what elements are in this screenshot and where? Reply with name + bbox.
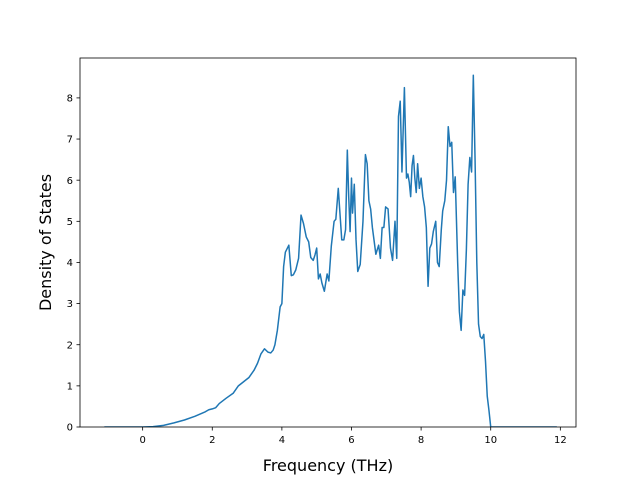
- x-tick-label: 2: [209, 435, 215, 446]
- y-tick-label: 4: [67, 258, 73, 269]
- x-axis-label: Frequency (THz): [263, 456, 393, 475]
- x-tick-label: 10: [484, 435, 497, 446]
- x-tick-label: 4: [279, 435, 285, 446]
- y-axis-ticks: 0 1 2 3 4 5 6 7 8: [67, 94, 80, 434]
- y-tick-label: 3: [67, 299, 73, 310]
- y-tick-label: 1: [67, 381, 73, 392]
- y-tick-label: 2: [67, 340, 73, 351]
- y-tick-label: 7: [67, 135, 73, 146]
- x-tick-label: 12: [554, 435, 567, 446]
- dos-series-line-0: [104, 74, 557, 427]
- y-tick-label: 8: [67, 94, 73, 105]
- x-tick-label: 0: [139, 435, 145, 446]
- x-tick-label: 8: [418, 435, 424, 446]
- y-tick-label: 6: [67, 176, 73, 187]
- plot-area: [104, 74, 557, 427]
- y-tick-label: 0: [67, 423, 73, 434]
- x-tick-label: 6: [348, 435, 354, 446]
- y-axis-label: Density of States: [36, 174, 55, 311]
- x-axis-ticks: 0 2 4 6 8 10 12: [139, 427, 567, 446]
- y-tick-label: 5: [67, 217, 73, 228]
- axes-frame: [79, 57, 577, 428]
